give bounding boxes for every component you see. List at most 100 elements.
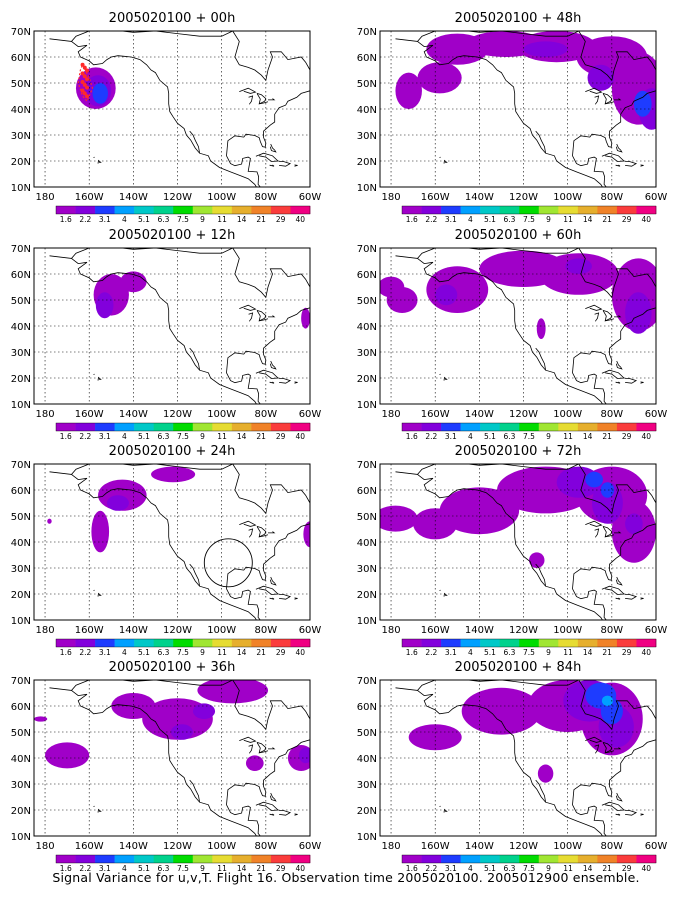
coastline xyxy=(256,310,267,322)
colorbar-frame xyxy=(55,205,311,215)
coastline xyxy=(578,31,656,82)
lat-tick-label: 60N xyxy=(357,702,377,713)
colorbar-label: 21 xyxy=(256,648,266,657)
coastline xyxy=(97,592,102,597)
lat-tick-label: 70N xyxy=(11,676,31,687)
colorbar-label: 1.6 xyxy=(406,432,418,441)
colorbar-swatch xyxy=(290,423,311,431)
coastline xyxy=(572,307,656,404)
colorbar-label: 3.1 xyxy=(445,432,457,441)
colorbar-swatch xyxy=(173,423,194,431)
colorbar-swatch xyxy=(597,639,618,647)
colorbar-swatch xyxy=(402,855,422,863)
colorbar-label: 4 xyxy=(468,648,473,657)
lat-tick-label: 70N xyxy=(11,460,31,471)
coastline xyxy=(259,318,269,322)
colorbar-label: 11 xyxy=(563,215,573,224)
map-panel-7: 2005020100 + 84h 70N 60N 50N 40N 30N 20N 10N 180… xyxy=(357,660,668,873)
colorbar-label: 6.3 xyxy=(157,215,169,224)
lon-tick-label: 120W xyxy=(163,409,192,420)
lon-tick-label: 100W xyxy=(207,409,236,420)
variance-region xyxy=(301,307,310,329)
coastline xyxy=(601,585,625,595)
coastline xyxy=(248,312,254,322)
colorbar-swatch xyxy=(134,639,154,647)
lon-tick-label: 100W xyxy=(207,841,236,852)
coastline xyxy=(269,576,277,586)
colorbar-swatch xyxy=(290,639,311,647)
colorbar-label: 40 xyxy=(641,864,651,873)
lat-tick-label: 20N xyxy=(11,590,31,601)
map-frame xyxy=(33,30,311,188)
coastline xyxy=(601,369,625,379)
lat-tick-label: 20N xyxy=(357,806,377,817)
colorbar-swatch xyxy=(95,206,115,214)
coastline xyxy=(239,736,257,743)
lon-tick-label: 180 xyxy=(35,625,54,636)
colorbar-swatch xyxy=(270,423,291,431)
colorbar-frame xyxy=(401,638,657,648)
variance-region xyxy=(587,64,615,91)
lat-tick-label: 40N xyxy=(11,754,31,765)
colorbar-swatch xyxy=(402,423,422,431)
colorbar-swatch xyxy=(558,855,579,863)
coastline xyxy=(625,378,638,384)
map-area xyxy=(34,680,310,836)
variance-region xyxy=(151,466,196,483)
map-area xyxy=(34,464,310,620)
coastline xyxy=(439,589,441,591)
map-frame xyxy=(33,463,311,621)
lat-tick-label: 10N xyxy=(357,616,377,627)
colorbar-label: 5.1 xyxy=(484,215,496,224)
lon-tick-label: 180 xyxy=(381,625,400,636)
coastline xyxy=(602,742,613,754)
map-area xyxy=(34,248,310,404)
coastline xyxy=(572,523,656,620)
coastline xyxy=(625,161,638,167)
lon-tick-label: 120W xyxy=(163,192,192,203)
coastline xyxy=(594,528,600,538)
colorbar-swatch xyxy=(460,206,481,214)
coastline xyxy=(268,315,276,318)
colorbar-label: 9 xyxy=(546,648,551,657)
lon-tick-label: 100W xyxy=(553,409,582,420)
lat-tick-label: 10N xyxy=(11,183,31,194)
lat-tick-label: 30N xyxy=(357,348,377,359)
variance-region xyxy=(585,471,604,488)
variance-region xyxy=(529,552,545,568)
coastline xyxy=(615,792,623,802)
observation-point xyxy=(80,62,85,67)
coastline xyxy=(585,520,603,527)
coastline xyxy=(71,690,257,836)
colorbar-swatch xyxy=(558,206,579,214)
colorbar-swatch xyxy=(153,206,174,214)
colorbar-label: 5.1 xyxy=(138,864,150,873)
colorbar-label: 1.6 xyxy=(406,648,418,657)
colorbar-swatch xyxy=(402,206,422,214)
coastline xyxy=(640,164,644,167)
coastline xyxy=(602,526,613,538)
lat-tick-label: 10N xyxy=(11,400,31,411)
colorbar-label: 14 xyxy=(237,215,247,224)
panel-title: 2005020100 + 36h xyxy=(109,660,236,675)
map-panel-0: 2005020100 + 00h 70N 60N 50N 40N 30N 20N 10N 180… xyxy=(11,11,322,224)
coastline xyxy=(259,101,269,105)
lon-tick-label: 120W xyxy=(509,841,538,852)
colorbar-swatch xyxy=(75,855,96,863)
variance-region xyxy=(426,266,489,313)
lon-tick-label: 180 xyxy=(35,409,54,420)
map-area xyxy=(380,31,656,187)
coastline xyxy=(578,248,656,299)
lat-tick-label: 20N xyxy=(11,374,31,385)
coastline xyxy=(614,315,622,318)
lat-tick-label: 30N xyxy=(11,564,31,575)
coastline xyxy=(93,156,95,158)
colorbar-label: 29 xyxy=(276,648,286,657)
colorbar-label: 1.6 xyxy=(60,864,72,873)
variance-region xyxy=(461,687,542,735)
coastline xyxy=(256,526,267,538)
colorbar-swatch xyxy=(460,423,481,431)
coastline xyxy=(294,813,298,816)
lat-tick-label: 20N xyxy=(11,157,31,168)
